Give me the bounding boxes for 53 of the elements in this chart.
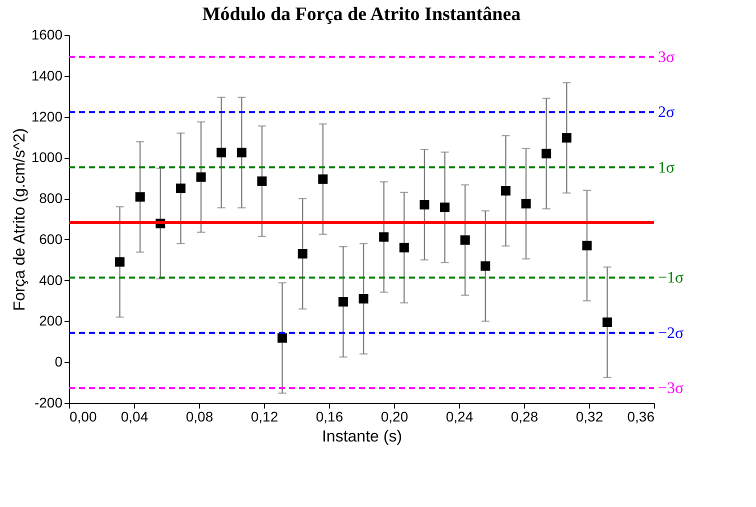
point	[399, 242, 409, 252]
x-tick-label: 0,12	[250, 408, 278, 424]
point	[358, 294, 368, 304]
point	[176, 184, 186, 194]
ref-line-label: 2σ	[658, 104, 675, 122]
y-axis-title: Força de Atrito (g.cm/s^2)	[11, 128, 28, 311]
point	[298, 249, 308, 258]
y-tick-label: 1600	[31, 26, 63, 42]
point	[379, 232, 389, 242]
point	[196, 172, 206, 182]
chart-title: Módulo da Força de Atrito Instantânea	[202, 4, 522, 25]
ref-line-label: 3σ	[658, 48, 675, 66]
ref-line-label: −3σ	[658, 380, 684, 398]
x-axis-title: Instante (s)	[322, 428, 402, 446]
point	[216, 148, 226, 158]
point	[602, 318, 612, 327]
point	[115, 257, 125, 267]
point	[460, 235, 470, 245]
y-tick-label: 0	[54, 354, 63, 370]
point	[135, 192, 145, 202]
x-tick-label: 0,08	[186, 408, 214, 424]
point	[338, 297, 348, 307]
point	[521, 198, 531, 208]
x-tick-label: 0,00	[70, 408, 97, 424]
x-tick-label: 0,36	[627, 408, 655, 424]
x-tick-label: 0,32	[576, 408, 604, 424]
y-tick-label: 1200	[31, 108, 63, 124]
x-tick-label: 0,04	[120, 408, 148, 424]
point	[440, 202, 450, 212]
y-tick-label: 600	[39, 230, 63, 247]
point	[582, 240, 592, 250]
y-tick-label: 400	[39, 272, 63, 288]
y-tick-label: 800	[39, 190, 63, 206]
point	[480, 261, 490, 271]
x-tick-label: 0,20	[380, 408, 408, 424]
ref-line-label: −1σ	[658, 270, 684, 287]
y-tick-label: 200	[39, 312, 63, 329]
y-tick-label: -200	[34, 394, 63, 410]
point	[500, 186, 510, 196]
point	[278, 333, 288, 343]
y-tick-label: 1400	[31, 67, 63, 84]
x-tick-label: 0,16	[316, 408, 344, 424]
point	[236, 148, 246, 158]
ref-line-label: −2σ	[658, 324, 684, 342]
y-tick-label: 1000	[31, 149, 63, 166]
point	[420, 200, 430, 210]
point	[257, 176, 267, 186]
x-tick-label: 0,24	[446, 408, 474, 424]
point	[318, 174, 328, 184]
point	[542, 148, 552, 158]
point	[562, 133, 572, 143]
x-tick-label: 0,28	[510, 408, 538, 424]
ref-line-label: 1σ	[658, 159, 675, 176]
